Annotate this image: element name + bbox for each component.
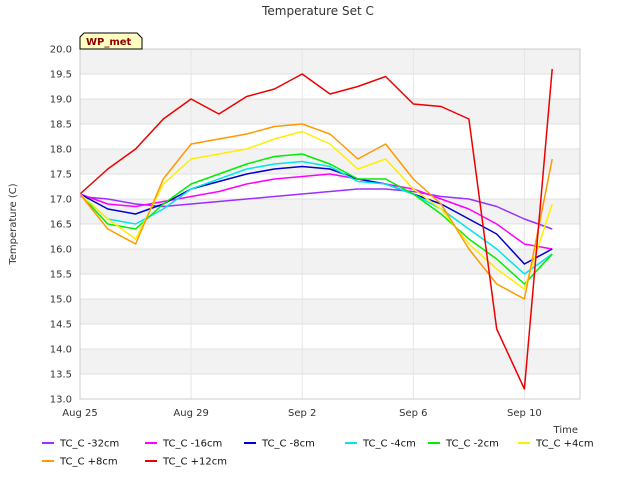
legend-label: TC_C +12cm — [162, 457, 227, 468]
series-line — [79, 160, 553, 275]
series-line — [79, 153, 553, 285]
y-tick-label: 19.0 — [50, 95, 72, 106]
legend-label: TC_C -32cm — [59, 439, 119, 450]
y-tick-label: 13.5 — [50, 370, 72, 381]
y-tick-label: 16.5 — [50, 220, 72, 231]
site-badge: WP_met — [79, 32, 143, 50]
x-tick-label: Sep 2 — [288, 408, 316, 419]
y-tick-label: 17.5 — [50, 170, 72, 181]
plot-frame — [79, 48, 581, 400]
series-layer — [79, 68, 553, 390]
badge-box — [79, 32, 143, 50]
series-line — [79, 130, 553, 290]
y-tick-label: 15.5 — [50, 270, 72, 281]
legend-label: TC_C -2cm — [445, 439, 499, 450]
legend-label: TC_C -4cm — [362, 439, 416, 450]
x-tick-label: Aug 29 — [173, 408, 208, 419]
legend-label: TC_C -16cm — [162, 439, 222, 450]
legend-label: TC_C +4cm — [535, 439, 594, 450]
y-tick-label: 20.0 — [50, 45, 72, 56]
y-tick-label: 14.5 — [50, 320, 72, 331]
y-tick-label: 13.0 — [50, 395, 72, 406]
series-line — [79, 68, 553, 390]
y-tick-label: 18.5 — [50, 120, 72, 131]
y-tick-label: 16.0 — [50, 245, 72, 256]
series-line — [79, 123, 553, 300]
series-line — [79, 173, 553, 250]
plot-background-bands — [80, 49, 580, 374]
y-axis-title: Temperature (C) — [8, 183, 19, 265]
y-axis-ticks: 13.0 13.5 14.0 14.5 15.0 15.5 16.0 16.5 17.0 17.5… — [50, 45, 72, 406]
x-tick-label: Aug 25 — [62, 408, 97, 419]
grid-band — [80, 49, 580, 74]
y-tick-label: 17.0 — [50, 195, 72, 206]
chart-title: Temperature Set C — [261, 4, 374, 18]
x-axis-title: Time — [553, 425, 578, 436]
legend-label: TC_C +8cm — [59, 457, 118, 468]
series-line — [79, 165, 553, 265]
grid-band — [80, 149, 580, 174]
x-tick-label: Sep 10 — [507, 408, 542, 419]
legend: TC_C -32cm TC_C -16cm TC_C -8cm TC_C -4cm TC… — [42, 439, 594, 468]
y-tick-label: 14.0 — [50, 345, 72, 356]
y-tick-label: 15.0 — [50, 295, 72, 306]
legend-label: TC_C -8cm — [261, 439, 315, 450]
x-axis-ticks: Aug 25 Aug 29 Sep 2 Sep 6 Sep 10 — [62, 408, 542, 419]
y-tick-label: 19.5 — [50, 70, 72, 81]
badge-label: WP_met — [86, 37, 132, 48]
grid-band — [80, 349, 580, 374]
grid-band — [80, 299, 580, 324]
x-tick-label: Sep 6 — [399, 408, 427, 419]
grid-band — [80, 99, 580, 124]
y-tick-label: 18.0 — [50, 145, 72, 156]
grid-band — [80, 249, 580, 274]
